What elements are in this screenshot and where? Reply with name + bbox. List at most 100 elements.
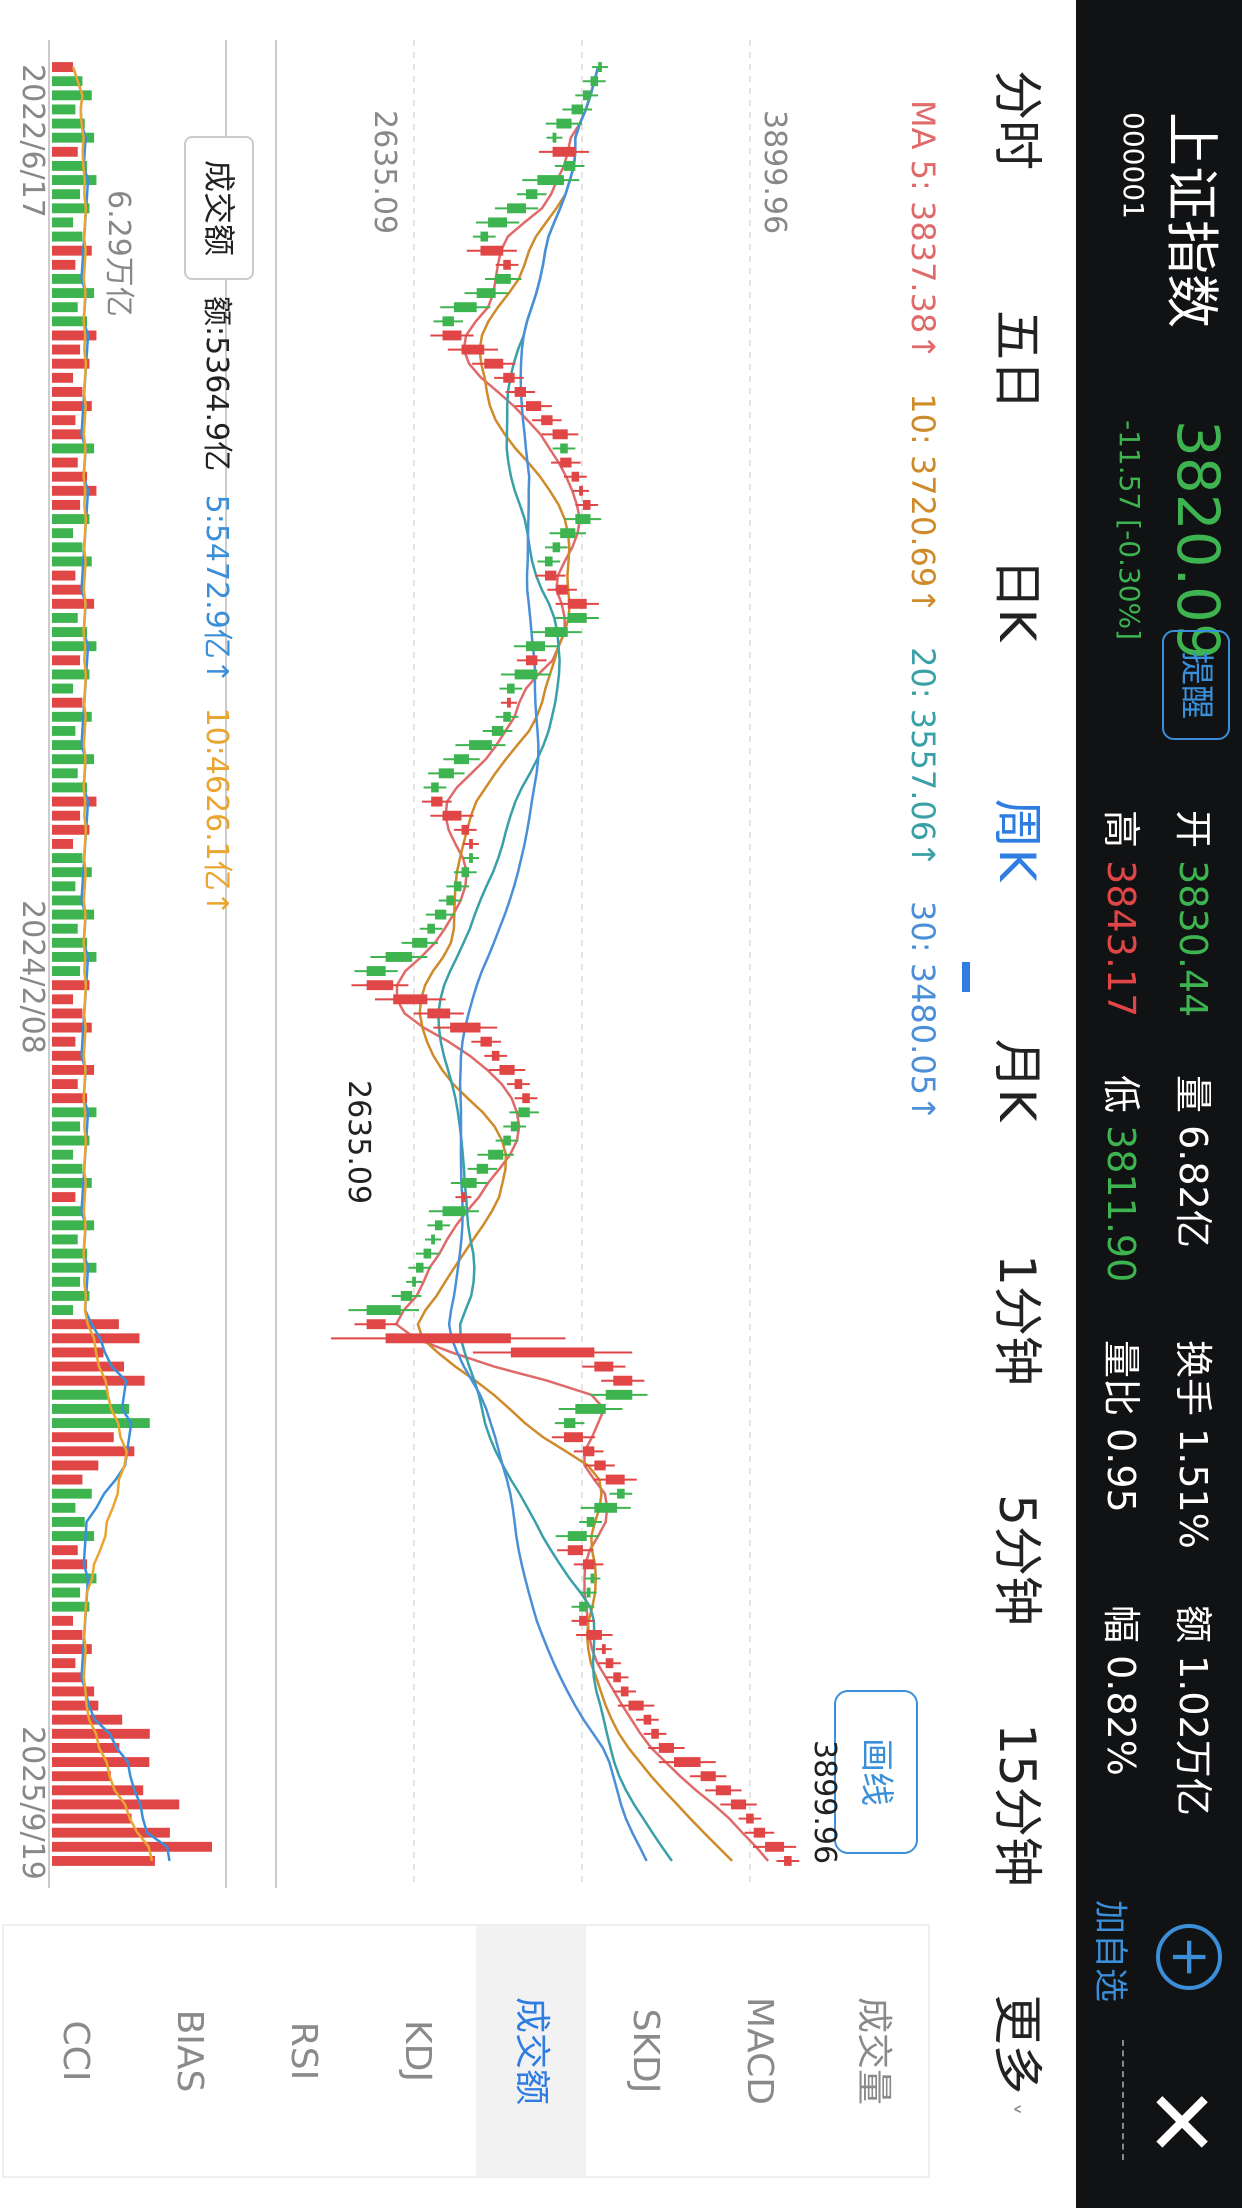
y-min-label: 2635.09 [367,110,402,235]
turnover-bar [51,598,95,609]
turnover-bar [51,358,90,369]
candle-body [510,1121,519,1132]
candle-body [476,1163,489,1174]
candle-body [674,1757,701,1768]
turnover-bar [51,1545,78,1556]
turnover-bar [51,217,74,228]
turnover-bar [52,1559,88,1570]
candle-body [617,1488,625,1499]
candle-body [567,598,587,609]
turnover-bar [51,1361,125,1372]
candle-body [590,76,599,87]
candle-body [480,245,504,256]
candle-body [488,1149,504,1160]
candle-body [431,1234,435,1245]
candle-body [400,1290,413,1301]
turnover-bar [51,697,83,708]
turnover-bar [52,796,97,807]
turnover-bar [51,1757,150,1768]
turnover-bar [51,514,90,525]
indicator-bias[interactable]: BIAS [169,2009,210,2093]
candle-body [560,528,576,539]
candle-body [582,90,591,101]
turnover-bar [52,175,97,186]
indicator-kdj[interactable]: KDJ [397,2020,438,2082]
turnover-bar [52,937,88,948]
indicator-cci[interactable]: CCI [55,2020,96,2082]
turnover-bar [52,1573,97,1584]
candle-body [586,1516,595,1527]
candle-body [366,1305,401,1316]
candle-body [544,627,568,638]
candle-body [526,401,542,412]
turnover-y-max: 6.29万亿 [101,190,136,317]
turnover-bar [51,1813,132,1824]
turnover-bar [51,824,90,835]
indicator-volume[interactable]: 成交量 [853,1996,894,2105]
candle-body [658,1742,675,1753]
turnover-bar [52,1022,92,1033]
indicator-skdj[interactable]: SKDJ [625,2008,666,2094]
candle-body [507,683,515,694]
candle-body [590,1573,595,1584]
candle-body [453,302,477,313]
turnover-bar [52,189,81,200]
turnover-bar [51,1855,155,1866]
turnover-bar [51,1079,78,1090]
turnover-bar [52,415,76,426]
candle-body [575,1403,606,1414]
candle-body [765,1841,785,1852]
candle-body [427,1008,451,1019]
turnover-bar [51,1516,85,1527]
ma30-line [447,66,648,1862]
date-end: 2025/9/19 [15,1726,50,1880]
turnover-bar [51,443,95,454]
turnover-bar [51,1615,74,1626]
turnover-bar [52,1658,76,1669]
candle-body [601,1644,606,1655]
candle-body [507,203,527,214]
turnover-bar [51,1149,74,1160]
candle-body [594,1502,618,1513]
turnover-bar [52,259,76,270]
candle-body [442,1206,466,1217]
turnover-bar [52,881,76,892]
candle-body [450,1022,481,1033]
candle-body [567,1531,587,1542]
turnover-bar [52,1036,76,1047]
indicator-macd[interactable]: MACD [739,1997,780,2105]
turnover-bar [51,528,74,539]
turnover-bar [51,203,90,214]
turnover-ma-lines [71,66,171,1862]
candle-body [469,853,473,864]
candle-body [526,641,545,652]
candle-body [507,697,511,708]
candle-body [385,951,413,962]
candle-body [488,217,508,228]
turnover-bar [52,1488,92,1499]
turnover-bar [51,1234,78,1245]
ma10-line [416,66,733,1862]
turnover-bars [51,62,212,1866]
candle-body [461,1177,477,1188]
turnover-value: 额:5364.9亿 [199,296,234,472]
turnover-bar [51,1686,95,1697]
candle-body [514,1079,523,1090]
indicator-rsi[interactable]: RSI [283,2021,324,2081]
turnover-bar [51,923,78,934]
turnover-bar [52,401,92,412]
turnover-bar [51,1714,123,1725]
turnover-bar [52,966,81,977]
turnover-bar [52,1771,111,1782]
turnover-bar [51,895,85,906]
candles [330,62,800,1866]
turnover-bar [52,1446,135,1457]
candle-body [412,1276,416,1287]
indicator-turnover[interactable]: 成交额 [476,1926,586,2176]
turnover-bar [51,1389,109,1400]
candle-body [431,782,439,793]
turnover-bar [52,316,88,327]
turnover-selector[interactable]: 成交额 [184,136,254,280]
candle-body [412,937,428,948]
